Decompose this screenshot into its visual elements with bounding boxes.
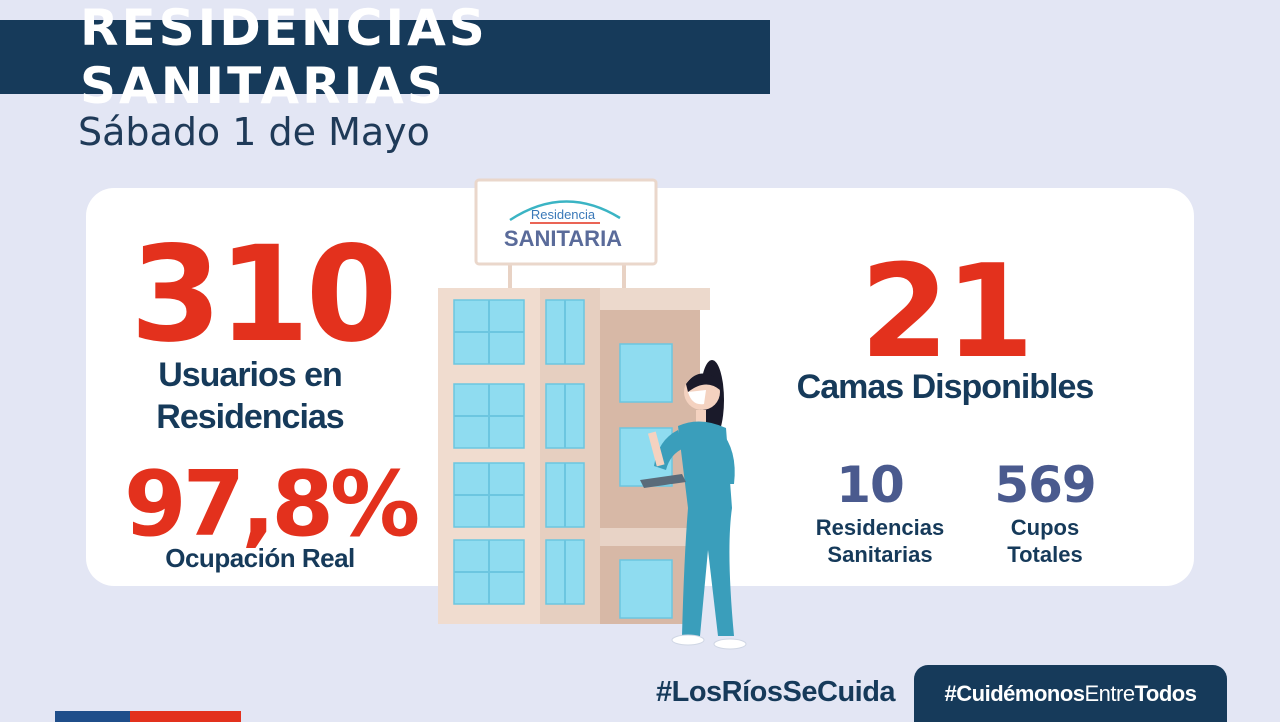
cupos-label-line1: Cupos: [1010, 515, 1080, 540]
hashtag-part-cuidemonos: #Cuidémonos: [944, 680, 1085, 706]
hashtag-cuidemonos-badge: #Cuidémonos Entre Todos: [914, 665, 1227, 722]
cupos-label-line2: Totales: [1007, 542, 1083, 567]
usuarios-value: 310: [130, 218, 398, 372]
usuarios-label-line2: Residencias: [156, 398, 344, 436]
cupos-label: Cupos Totales: [975, 514, 1115, 568]
residencia-sign: Residencia SANITARIA: [474, 178, 658, 292]
camas-label: Camas Disponibles: [796, 368, 1095, 406]
sign-line2: SANITARIA: [504, 226, 622, 251]
flag-stripe-blue: [55, 711, 130, 722]
residencias-label: Residencias Sanitarias: [800, 514, 960, 568]
title-banner: RESIDENCIAS SANITARIAS: [0, 0, 770, 115]
camas-value: 21: [860, 238, 1034, 387]
date-subtitle: Sábado 1 de Mayo: [78, 110, 430, 154]
residencias-value: 10: [836, 456, 905, 514]
sign-line1: Residencia: [531, 207, 596, 222]
hashtag-part-entre: Entre: [1084, 680, 1136, 706]
ocupacion-value: 97,8%: [124, 452, 420, 557]
nurse-figure: [640, 360, 747, 650]
flag-stripe-red: [130, 711, 241, 722]
usuarios-label-line1: Usuarios en: [158, 356, 343, 394]
residencias-label-line1: Residencias: [815, 515, 945, 540]
ocupacion-label: Ocupación Real: [165, 543, 355, 573]
hashtag-part-todos: Todos: [1134, 680, 1197, 706]
building: [438, 288, 710, 624]
cupos-value: 569: [994, 456, 1096, 514]
residencias-label-line2: Sanitarias: [827, 542, 933, 567]
page-title: RESIDENCIAS SANITARIAS: [80, 0, 488, 115]
usuarios-label: Usuarios en Residencias: [120, 354, 380, 438]
building-nurse-illustration: Residencia SANITARIA: [438, 178, 747, 650]
hashtag-los-rios: #LosRíosSeCuida: [656, 676, 896, 708]
